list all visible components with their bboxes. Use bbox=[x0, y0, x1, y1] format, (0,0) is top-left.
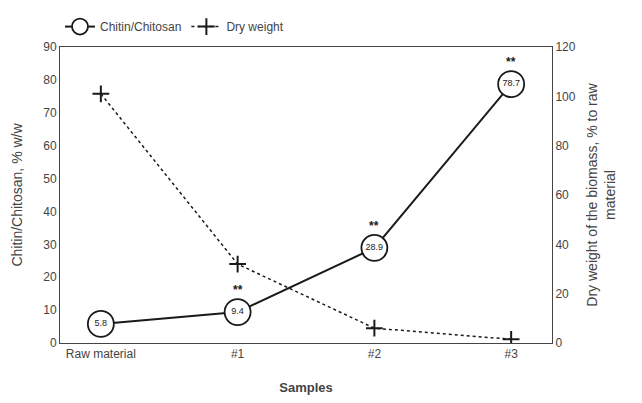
svg-text:28.9: 28.9 bbox=[366, 242, 384, 252]
svg-text:**: ** bbox=[369, 219, 379, 233]
svg-text:60: 60 bbox=[555, 188, 569, 202]
svg-text:10: 10 bbox=[43, 303, 57, 317]
svg-text:100: 100 bbox=[555, 90, 575, 104]
svg-text:60: 60 bbox=[43, 139, 57, 153]
svg-text:40: 40 bbox=[43, 205, 57, 219]
svg-text:40: 40 bbox=[555, 238, 569, 252]
svg-text:90: 90 bbox=[43, 40, 57, 54]
svg-text:Raw material: Raw material bbox=[66, 347, 136, 361]
svg-text:5.8: 5.8 bbox=[95, 318, 108, 328]
svg-text:80: 80 bbox=[43, 73, 57, 87]
svg-text:20: 20 bbox=[555, 287, 569, 301]
svg-text:Dry weight: Dry weight bbox=[226, 20, 283, 34]
svg-text:70: 70 bbox=[43, 106, 57, 120]
svg-text:20: 20 bbox=[43, 270, 57, 284]
svg-text:9.4: 9.4 bbox=[231, 306, 244, 316]
svg-text:Samples: Samples bbox=[279, 380, 332, 395]
svg-text:**: ** bbox=[506, 55, 516, 69]
svg-text:Dry weight of the biomass, % t: Dry weight of the biomass, % to rawmater… bbox=[584, 82, 618, 306]
svg-text:120: 120 bbox=[555, 40, 575, 54]
svg-text:Chitin/Chitosan: Chitin/Chitosan bbox=[100, 20, 181, 34]
svg-text:Chitin/Chitosan, % w/w: Chitin/Chitosan, % w/w bbox=[9, 123, 25, 267]
svg-text:**: ** bbox=[233, 283, 243, 297]
svg-text:78.7: 78.7 bbox=[502, 78, 520, 88]
svg-text:80: 80 bbox=[555, 139, 569, 153]
svg-text:30: 30 bbox=[43, 238, 57, 252]
svg-text:50: 50 bbox=[43, 172, 57, 186]
svg-text:#1: #1 bbox=[231, 347, 245, 361]
svg-text:0: 0 bbox=[555, 336, 562, 350]
svg-text:#3: #3 bbox=[504, 347, 518, 361]
svg-text:0: 0 bbox=[50, 336, 57, 350]
svg-text:#2: #2 bbox=[368, 347, 382, 361]
